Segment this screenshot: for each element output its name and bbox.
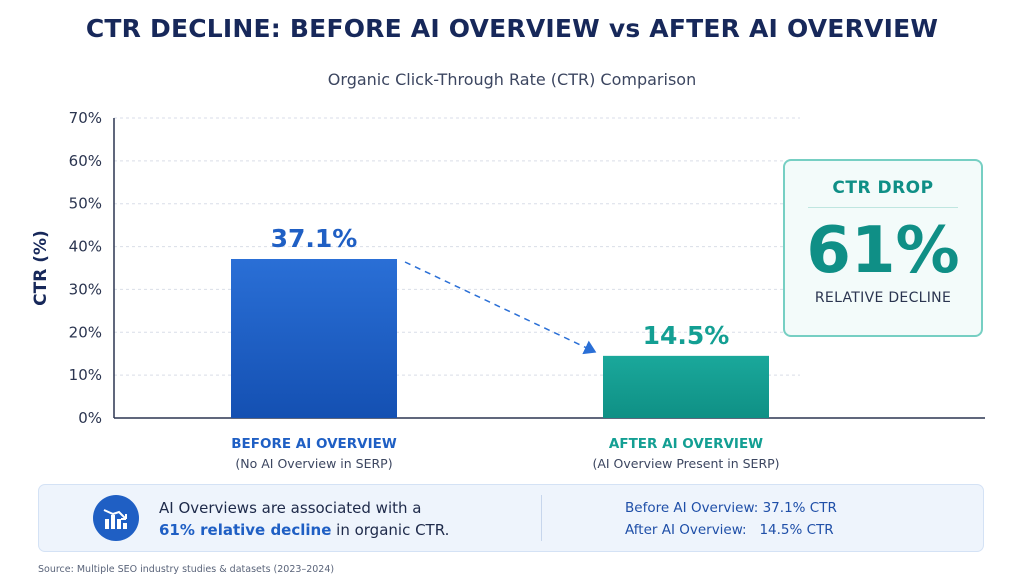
category-labels: BEFORE AI OVERVIEW (No AI Overview in SER… <box>231 436 779 471</box>
drop-card-value: 61% <box>806 214 960 288</box>
source-note: Source: Multiple SEO industry studies & … <box>38 564 335 575</box>
page-title: CTR DECLINE: BEFORE AI OVERVIEW vs AFTER… <box>85 14 939 43</box>
summary-line-1: AI Overviews are associated with a <box>159 499 422 517</box>
summary-divider <box>541 495 542 541</box>
summary-after-stat: After AI Overview: 14.5% CTR <box>625 522 834 538</box>
category-label: BEFORE AI OVERVIEW <box>231 436 397 452</box>
y-tick-label: 50% <box>69 195 102 213</box>
decline-arrow <box>404 261 597 355</box>
y-tick-label: 0% <box>78 409 102 427</box>
y-tick-labels: 0% 10% 20% 30% 40% 50% 60% 70% <box>69 109 102 427</box>
y-tick-label: 70% <box>69 109 102 127</box>
y-axis-title: CTR (%) <box>31 230 51 306</box>
summary-line-2-rest: in organic CTR. <box>331 521 450 539</box>
bar-before-ai-overview <box>231 259 397 418</box>
category-sublabel: (AI Overview Present in SERP) <box>592 456 779 471</box>
page-subtitle: Organic Click-Through Rate (CTR) Compari… <box>327 70 697 89</box>
bars: 37.1% 14.5% <box>231 224 769 418</box>
y-tick-label: 60% <box>69 152 102 170</box>
drop-card-subtitle: RELATIVE DECLINE <box>814 290 952 306</box>
y-tick-label: 20% <box>69 323 102 341</box>
ctr-drop-card: CTR DROP 61% RELATIVE DECLINE <box>783 159 983 337</box>
drop-card-title: CTR DROP <box>832 178 934 198</box>
y-tick-label: 30% <box>69 280 102 298</box>
chart-decline-icon <box>93 495 139 541</box>
bar-value-label: 14.5% <box>643 321 730 350</box>
summary-panel: AI Overviews are associated with a 61% r… <box>38 484 984 552</box>
category-sublabel: (No AI Overview in SERP) <box>235 456 392 471</box>
summary-line-2: 61% relative decline in organic CTR. <box>159 519 449 541</box>
bar-after-ai-overview <box>603 355 769 418</box>
y-tick-label: 10% <box>69 366 102 384</box>
summary-before-stat: Before AI Overview: 37.1% CTR <box>625 500 837 516</box>
y-tick-label: 40% <box>69 238 102 256</box>
summary-stats: Before AI Overview: 37.1% CTR After AI O… <box>625 497 837 541</box>
bar-chart: 0% 10% 20% 30% 40% 50% 60% 70% CTR (%) 37.1% 14.… <box>31 109 985 471</box>
drop-card-divider <box>808 207 958 208</box>
summary-text: AI Overviews are associated with a 61% r… <box>159 497 449 541</box>
summary-highlight: 61% relative decline <box>159 521 332 539</box>
category-label: AFTER AI OVERVIEW <box>609 436 763 452</box>
bar-value-label: 37.1% <box>271 224 358 253</box>
